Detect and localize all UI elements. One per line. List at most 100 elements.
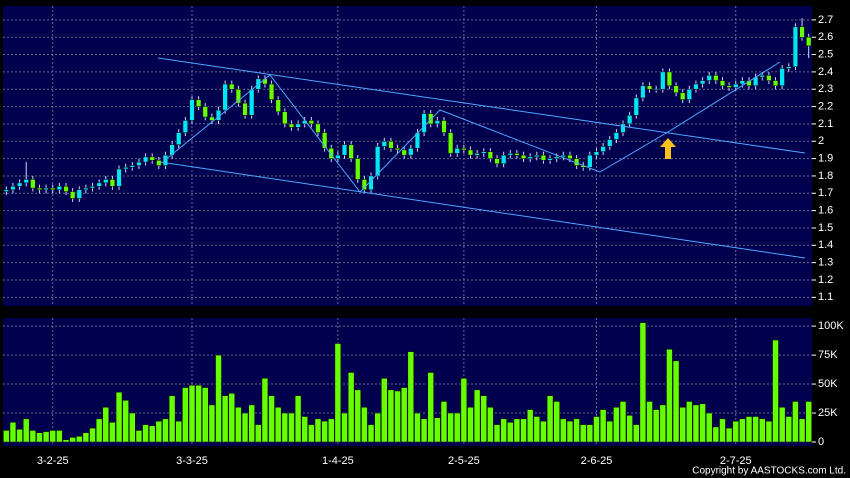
volume-bar xyxy=(739,418,746,443)
candle-body xyxy=(394,147,401,151)
x-tick-label: 3-2-25 xyxy=(37,455,69,467)
resistance-line xyxy=(157,57,806,154)
y-tick-label: 75K xyxy=(818,349,838,361)
volume-bar xyxy=(500,418,507,443)
volume-bar xyxy=(533,416,541,443)
volume-bar xyxy=(593,416,600,443)
candle-body xyxy=(779,68,785,87)
volume-bar xyxy=(447,412,454,443)
candle-body xyxy=(461,147,467,151)
candle-body xyxy=(109,179,116,187)
candle-body xyxy=(719,80,726,87)
volume-bar xyxy=(49,430,56,443)
volume-bar xyxy=(507,422,514,443)
volume-bar xyxy=(440,401,448,443)
volume-bar xyxy=(374,412,381,443)
candle-body xyxy=(520,154,527,159)
candle-body xyxy=(69,191,76,199)
support-line xyxy=(159,161,806,259)
y-tick-label: 0 xyxy=(818,436,824,448)
volume-bar xyxy=(792,401,799,443)
volume-bar xyxy=(261,378,269,443)
zigzag-line xyxy=(164,61,781,193)
volume-bar xyxy=(354,389,362,443)
candle-body xyxy=(434,120,440,125)
candle-body xyxy=(222,83,228,111)
candle-body xyxy=(162,154,169,166)
volume-bar xyxy=(36,432,43,443)
candle-body xyxy=(123,167,129,170)
volume-bar xyxy=(95,418,103,443)
trend-lines xyxy=(157,57,806,259)
candle-body xyxy=(620,123,626,133)
volume-bar xyxy=(460,378,468,443)
volume-bar xyxy=(268,395,275,443)
candle-body xyxy=(766,75,772,81)
y-tick-label: 2.6 xyxy=(818,31,833,43)
volume-bar xyxy=(599,409,607,443)
candle-body xyxy=(534,154,540,158)
volume-bar xyxy=(129,412,136,443)
y-tick-label: 100K xyxy=(818,320,844,332)
candle-body xyxy=(56,186,63,191)
candle-body xyxy=(169,144,175,156)
candle-body xyxy=(699,80,706,85)
volume-bar xyxy=(692,404,700,443)
y-tick-label: 2 xyxy=(818,135,824,147)
volume-bar xyxy=(155,420,163,443)
volume-bar xyxy=(400,387,408,443)
y-tick-label: 1.6 xyxy=(818,205,833,217)
candle-body xyxy=(401,149,407,156)
candle-body xyxy=(567,154,573,159)
volume-bar xyxy=(732,420,739,443)
candle-body xyxy=(706,75,712,81)
candle-body xyxy=(792,26,799,67)
candle-body xyxy=(673,85,679,93)
candle-body xyxy=(136,161,142,166)
candle-body xyxy=(408,147,414,156)
candle-body xyxy=(560,154,566,158)
x-tick-label: 2-5-25 xyxy=(448,455,480,467)
volume-bar xyxy=(328,418,335,443)
candle-body xyxy=(441,120,447,133)
candle-body xyxy=(686,88,692,100)
candle-body xyxy=(295,123,301,128)
candle-body xyxy=(149,156,155,161)
volume-bar xyxy=(699,403,706,443)
candle-body xyxy=(540,154,547,161)
volume-bar xyxy=(427,372,434,443)
volume-bar xyxy=(22,418,30,443)
volume-bar xyxy=(361,406,368,443)
candle-body xyxy=(421,113,427,133)
volume-bar xyxy=(294,395,302,443)
volume-bar xyxy=(274,406,282,443)
volume-bar xyxy=(493,424,501,443)
volume-bar xyxy=(394,390,401,443)
volume-bar xyxy=(381,378,388,443)
volume-bar xyxy=(308,424,315,443)
volume-bar xyxy=(221,395,229,443)
candle-body xyxy=(613,132,620,140)
candle-body xyxy=(335,154,341,159)
volume-bar xyxy=(182,387,189,443)
candle-body xyxy=(786,66,792,69)
volume-bar xyxy=(473,389,481,443)
candle-body xyxy=(481,151,487,154)
volume-bar xyxy=(142,424,149,443)
candle-body xyxy=(189,99,195,121)
candle-body xyxy=(275,99,281,113)
candle-body xyxy=(680,92,686,100)
candle-body xyxy=(308,120,314,125)
volume-bar xyxy=(705,412,713,443)
x-tick-label: 1-4-25 xyxy=(322,455,354,467)
y-tick-label: 1.4 xyxy=(818,239,833,251)
volume-bar xyxy=(566,420,574,443)
y-tick-label: 2.7 xyxy=(818,14,833,26)
candle-body xyxy=(646,85,653,90)
x-tick-label: 2-7-25 xyxy=(720,455,752,467)
volume-bar xyxy=(759,418,766,443)
candle-body xyxy=(467,149,474,156)
volume-bar xyxy=(122,400,129,443)
volume-bar xyxy=(235,406,242,443)
volume-bar xyxy=(341,412,348,443)
